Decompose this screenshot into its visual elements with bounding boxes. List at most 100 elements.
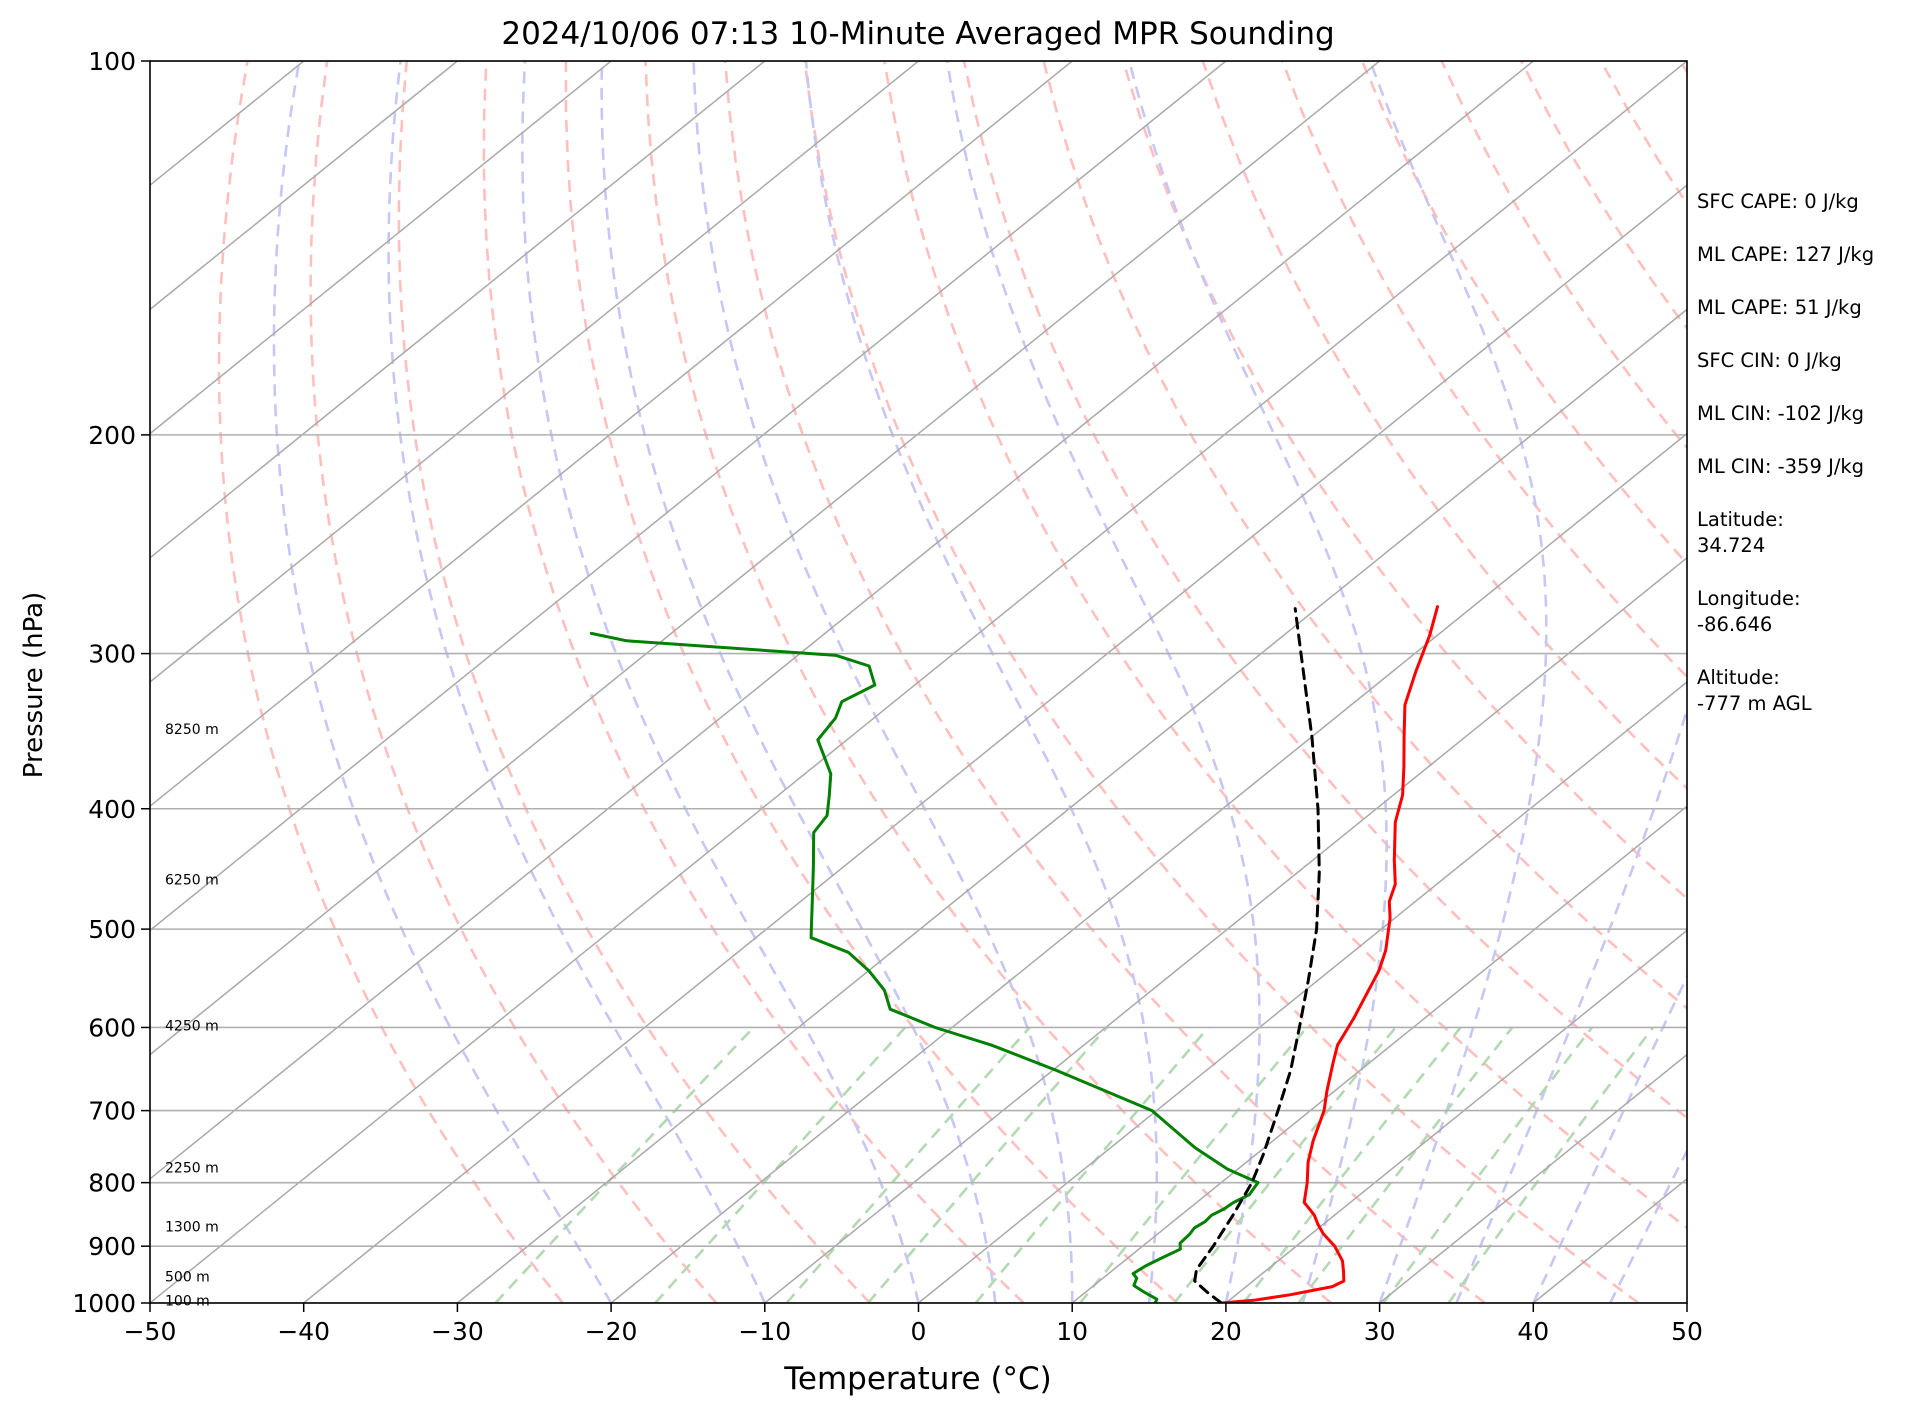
y-tick-label: 700 [88, 1097, 136, 1126]
x-axis-label: Temperature (°C) [783, 1361, 1052, 1397]
pressure-grid [150, 61, 1687, 1303]
y-tick-label: 800 [88, 1169, 136, 1198]
mixing-ratio-line [974, 1026, 1210, 1303]
dry-adiabat [1121, 61, 1687, 901]
y-tick-label: 100 [88, 47, 136, 76]
isotherm-line [1379, 1053, 1687, 1303]
mixing-ratio-line [867, 1026, 1108, 1303]
x-tick-label: −40 [277, 1317, 330, 1346]
isotherm-line [150, 61, 1227, 932]
mixing-ratio-line [1382, 1026, 1594, 1303]
latitude-block: Latitude: 34.724 [1697, 507, 1907, 559]
mixing-ratio-line [494, 1026, 755, 1303]
dry-adiabat [1201, 61, 1687, 791]
latitude-value: 34.724 [1697, 534, 1766, 557]
info-line-sfc-cin: SFC CIN: 0 J/kg [1697, 349, 1842, 372]
moist-adiabat [692, 61, 1074, 1303]
isotherm-line [150, 61, 1073, 808]
y-tick-label: 1000 [72, 1289, 136, 1318]
dry-adiabat [883, 61, 1687, 1230]
isotherm-line [918, 681, 1687, 1303]
isotherm-line [150, 61, 919, 683]
moist-adiabat [387, 61, 766, 1303]
dry-adiabat [217, 61, 564, 1303]
reference-lines [150, 61, 1687, 1303]
y-tick-label: 900 [88, 1232, 136, 1261]
height-label: 4250 m [165, 1019, 219, 1035]
moist-adiabat [1127, 61, 1388, 1303]
isotherm-line [610, 432, 1687, 1303]
height-label: 6250 m [165, 872, 219, 888]
y-axis-label: Pressure (hPa) [19, 592, 49, 779]
dry-adiabat [564, 61, 1179, 1303]
isotherm-line [150, 61, 1381, 1056]
y-tick-label: 600 [88, 1013, 136, 1042]
x-tick-label: 0 [911, 1317, 927, 1346]
dry-adiabat [1042, 61, 1687, 1011]
axis-ticks: −50 −40 −30 −20 −10 0 10 20 30 40 50 1000 900 800 700 6… [72, 47, 1703, 1346]
dewpoint-line [589, 631, 1260, 1303]
moist-adiabat [1455, 61, 1687, 1303]
moist-adiabat [272, 61, 613, 1303]
mixing-ratio-line [1079, 1026, 1308, 1303]
x-tick-label: −30 [431, 1317, 484, 1346]
moist-adiabat [804, 61, 1159, 1303]
longitude-label: Longitude: [1697, 587, 1801, 610]
x-tick-label: 20 [1210, 1317, 1242, 1346]
info-line-ml-cape: ML CAPE: 127 J/kg [1697, 243, 1875, 266]
moist-adiabat [521, 61, 920, 1303]
x-tick-label: −50 [124, 1317, 177, 1346]
mixing-ratio-line [1173, 1026, 1397, 1303]
isotherm-line [303, 184, 1687, 1303]
chart-title: 2024/10/06 07:13 10-Minute Averaged MPR … [501, 16, 1334, 52]
info-line-sfc-cape: SFC CAPE: 0 J/kg [1697, 190, 1859, 213]
dry-adiabat [962, 61, 1687, 1120]
isotherm-line [456, 308, 1687, 1303]
height-label: 500 m [165, 1269, 210, 1285]
altitude-label: Altitude: [1697, 666, 1780, 689]
x-tick-label: 10 [1056, 1317, 1088, 1346]
x-tick-label: −10 [738, 1317, 791, 1346]
altitude-block: Altitude: -777 m AGL [1697, 665, 1907, 717]
dry-adiabat [309, 61, 718, 1303]
altitude-value: -777 m AGL [1697, 692, 1812, 715]
x-tick-label: −20 [585, 1317, 638, 1346]
height-label: 1300 m [165, 1220, 219, 1236]
x-tick-label: 30 [1364, 1317, 1396, 1346]
longitude-value: -86.646 [1697, 613, 1773, 636]
moist-adiabat [1368, 61, 1548, 1303]
mixing-ratio-line [654, 1026, 907, 1303]
y-tick-label: 200 [88, 421, 136, 450]
dry-adiabat [1281, 61, 1687, 679]
sounding-series [589, 605, 1439, 1303]
height-label: 2250 m [165, 1161, 219, 1177]
isotherm-line [150, 61, 458, 311]
x-tick-label: 40 [1517, 1317, 1549, 1346]
longitude-block: Longitude: -86.646 [1697, 586, 1907, 638]
isotherm-line [150, 61, 1687, 1303]
height-labels: 8250 m 6250 m 4250 m 2250 m 1300 m 500 m 100 m [165, 722, 219, 1309]
temperature-line [1219, 605, 1439, 1303]
isotherm-line [1071, 805, 1687, 1303]
isotherm-line [150, 61, 1534, 1180]
sounding-info-panel: SFC CAPE: 0 J/kg ML CAPE: 127 J/kg ML CA… [1697, 189, 1907, 744]
height-label: 8250 m [165, 722, 219, 738]
info-line-ml-cape-2: ML CAPE: 51 J/kg [1697, 296, 1862, 319]
y-tick-label: 400 [88, 795, 136, 824]
moist-adiabat [945, 61, 1261, 1303]
parcel-line [1193, 607, 1321, 1303]
y-tick-label: 300 [88, 640, 136, 669]
x-tick-label: 50 [1671, 1317, 1703, 1346]
info-line-ml-cin-2: ML CIN: -359 J/kg [1697, 455, 1865, 478]
isotherm-line [150, 61, 612, 435]
moist-adiabat [600, 61, 997, 1303]
isotherm-line [764, 556, 1687, 1303]
dry-adiabat [397, 61, 872, 1303]
dry-adiabat [1360, 61, 1687, 566]
height-label: 100 m [165, 1293, 210, 1309]
isotherm-line [1225, 929, 1687, 1303]
isotherm-line [150, 61, 766, 559]
dry-adiabat [723, 61, 1486, 1303]
latitude-label: Latitude: [1697, 508, 1784, 531]
